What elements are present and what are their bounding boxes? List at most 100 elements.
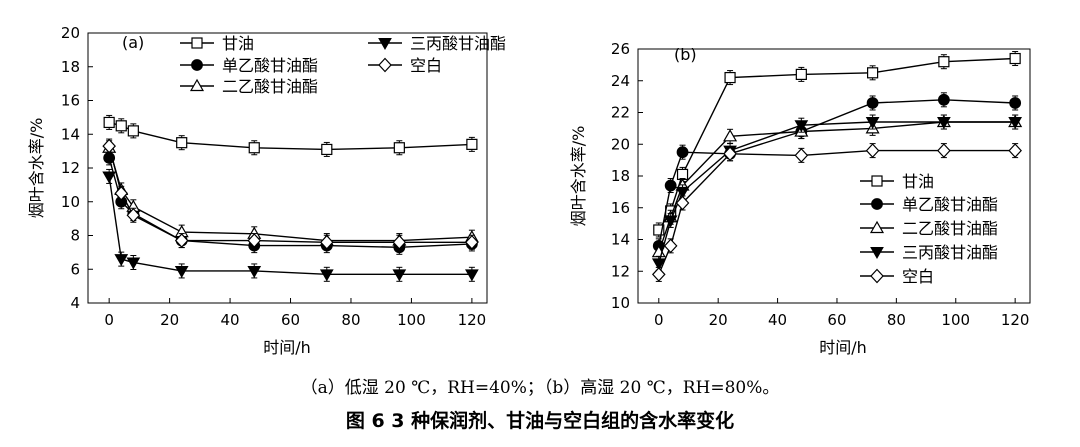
legend-label: 三丙酸甘油酯: [902, 243, 998, 262]
data-point: [465, 269, 479, 282]
data-point: [115, 120, 127, 132]
x-tick-label: 20: [160, 311, 179, 329]
legend-entry: 三丙酸甘油酯: [860, 243, 998, 262]
x-tick-label: 80: [341, 311, 360, 329]
legend-marker: [191, 37, 203, 49]
legend-entry: 甘油: [180, 34, 254, 53]
data-point: [937, 117, 951, 130]
x-tick-label: 60: [827, 311, 846, 329]
x-tick-label: 20: [709, 311, 728, 329]
series-line: [108, 145, 472, 244]
series-4: [102, 168, 479, 282]
legend-label: 空白: [902, 267, 934, 286]
y-tick-label: 10: [61, 193, 80, 211]
data-point: [938, 56, 950, 68]
legend-label: 空白: [410, 56, 442, 75]
data-point: [321, 143, 333, 156]
legend-label: 三丙酸甘油酯: [410, 34, 506, 53]
data-point: [794, 120, 809, 133]
plot-frame: [637, 48, 1031, 304]
x-tick-label: 0: [654, 311, 664, 329]
series-5: [102, 138, 479, 250]
chart-panel-b: 0 20 40 60 80 100 120 10 12 14 16 18 20 22 24 26 时间/h 烟叶含…: [569, 40, 1031, 357]
legend-marker: [870, 247, 884, 260]
legend-entry: 空白: [860, 267, 934, 286]
data-point: [675, 186, 690, 199]
legend-entry: 单乙酸甘油酯: [860, 195, 998, 214]
data-point: [114, 254, 129, 267]
legend-label: 甘油: [902, 172, 934, 191]
x-axis-label: 时间/h: [263, 338, 311, 357]
legend-label: 二乙酸甘油酯: [902, 219, 998, 238]
y-tick-label: 26: [611, 40, 630, 58]
legend-marker: [191, 59, 203, 71]
y-tick-label: 18: [61, 58, 80, 76]
series-line: [108, 147, 472, 242]
data-point: [865, 143, 880, 158]
data-point: [794, 147, 809, 163]
y-tick-label: 6: [70, 260, 80, 278]
data-point: [676, 146, 689, 159]
y-axis-label: 烟叶含水率/%: [569, 126, 588, 227]
y-tick-label: 4: [70, 294, 80, 312]
data-point: [176, 137, 188, 149]
y-tick-label: 14: [611, 231, 630, 249]
series-1: [103, 114, 478, 157]
figure-subcaption: （a）低湿 20 ℃，RH=40%；（b）高湿 20 ℃，RH=80%。: [300, 378, 780, 398]
data-point: [676, 168, 689, 181]
legend-label: 单乙酸甘油酯: [902, 195, 998, 214]
legend-marker: [871, 198, 883, 210]
legend-entry: 三丙酸甘油酯: [368, 34, 506, 53]
series-line: [108, 157, 472, 249]
panel-label: (b): [674, 45, 697, 64]
y-tick-label: 22: [611, 104, 630, 122]
series-3: [102, 140, 479, 249]
panel-label: (a): [122, 33, 144, 52]
data-point: [392, 234, 407, 250]
data-point: [248, 142, 260, 154]
y-tick-label: 16: [61, 92, 80, 110]
chart-panel-a: 0 20 40 60 80 100 120 4 6 8 10 12 14 16 18 20 时间/h 烟叶含水率/…: [27, 24, 506, 357]
data-point: [114, 185, 129, 201]
legend-entry: 空白: [368, 56, 442, 75]
data-point: [664, 179, 677, 192]
series-line: [658, 121, 1016, 253]
data-point: [466, 138, 478, 150]
y-tick-label: 12: [61, 159, 80, 177]
series-2: [103, 150, 478, 255]
y-axis-label: 烟叶含水率/%: [27, 118, 46, 219]
data-point: [126, 207, 141, 223]
x-tick-label: 60: [281, 311, 300, 329]
legend-label: 二乙酸甘油酯: [222, 77, 318, 96]
legend-label: 甘油: [222, 34, 254, 53]
legend-marker: [378, 38, 392, 51]
legend-entry: 单乙酸甘油酯: [180, 56, 318, 75]
data-point: [392, 269, 407, 282]
data-point: [103, 116, 115, 129]
legend-entry: 二乙酸甘油酯: [180, 77, 318, 96]
x-tick-label: 0: [104, 311, 114, 329]
legend-marker: [378, 57, 392, 73]
data-point: [1009, 97, 1022, 109]
x-tick-label: 120: [458, 311, 487, 329]
figure-caption: 图 6 3 种保润剂、甘油与空白组的含水率变化: [345, 410, 735, 432]
x-tick-label: 40: [768, 311, 787, 329]
data-point: [663, 238, 678, 254]
data-point: [663, 215, 678, 228]
y-tick-label: 18: [611, 167, 630, 185]
data-point: [723, 146, 737, 162]
x-tick-label: 80: [887, 311, 906, 329]
x-tick-label: 120: [1001, 311, 1030, 329]
data-point: [102, 138, 116, 154]
legend-marker: [871, 175, 883, 187]
data-point: [1009, 52, 1021, 65]
data-point: [1008, 143, 1022, 158]
x-axis-label: 时间/h: [819, 338, 867, 357]
legend-marker: [870, 268, 884, 284]
y-tick-label: 14: [61, 125, 80, 143]
data-point: [319, 234, 334, 250]
series-4: [651, 114, 1023, 271]
series-5: [651, 143, 1022, 282]
